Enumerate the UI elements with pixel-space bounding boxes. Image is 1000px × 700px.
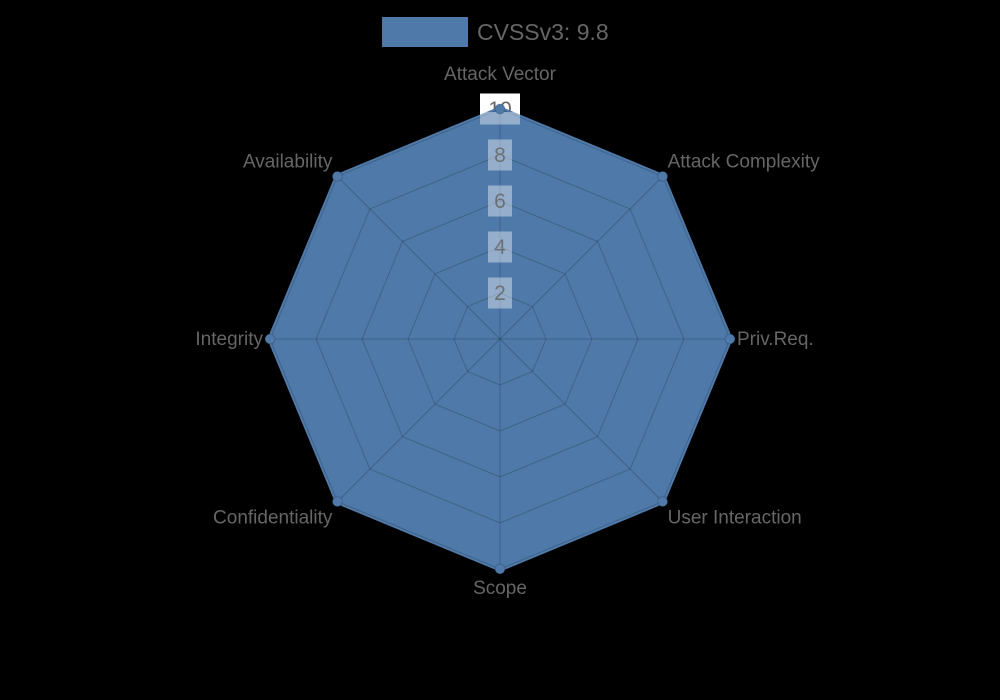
grid-ring-2 xyxy=(453,292,547,386)
tick-backdrop-4 xyxy=(488,231,512,263)
data-point-attack-complexity[interactable] xyxy=(657,170,669,182)
grid-layer xyxy=(269,108,731,570)
tick-label-6: 6 xyxy=(494,190,506,213)
grid-ring-4 xyxy=(407,246,593,432)
tick-backdrop-6 xyxy=(488,185,512,217)
data-point-confidentiality[interactable] xyxy=(331,496,343,508)
data-point-user-interaction[interactable] xyxy=(657,496,669,508)
tick-backdrop-8 xyxy=(488,139,512,171)
tick-label-8: 8 xyxy=(494,144,506,167)
axis-label-layer: Attack Vector Attack Complexity Priv.Req. U… xyxy=(195,64,820,599)
grid-ring-8 xyxy=(315,154,685,524)
axis-label-integrity: Integrity xyxy=(195,329,263,350)
grid-spoke-5 xyxy=(337,338,501,502)
axis-label-availability: Availability xyxy=(243,151,333,172)
axis-label-attack-complexity: Attack Complexity xyxy=(668,151,821,172)
tick-backdrop-overlay-10 xyxy=(480,112,520,125)
axis-label-attack-vector: Attack Vector xyxy=(444,64,557,85)
tick-backdrop-2 xyxy=(488,277,512,309)
axis-label-scope: Scope xyxy=(473,578,527,599)
grid-spoke-3 xyxy=(499,338,663,502)
legend: CVSSv3: 9.8 xyxy=(382,17,609,47)
data-point-integrity[interactable] xyxy=(264,333,276,345)
tick-layer: 2 4 6 8 xyxy=(488,139,512,309)
point-layer xyxy=(264,103,736,575)
grid-spoke-1 xyxy=(499,176,663,340)
legend-swatch[interactable] xyxy=(382,17,468,47)
data-point-attack-vector[interactable] xyxy=(494,103,506,115)
data-point-priv-req[interactable] xyxy=(724,333,736,345)
axis-label-user-interaction: User Interaction xyxy=(668,508,802,529)
grid-spoke-7 xyxy=(337,176,501,340)
tick-label-4: 4 xyxy=(494,236,506,259)
data-point-availability[interactable] xyxy=(331,170,343,182)
tick-label-2: 2 xyxy=(494,282,506,305)
axis-label-confidentiality: Confidentiality xyxy=(213,508,333,529)
axis-label-priv-req: Priv.Req. xyxy=(737,329,814,350)
data-point-scope[interactable] xyxy=(494,563,506,575)
grid-ring-6 xyxy=(361,200,639,478)
legend-label[interactable]: CVSSv3: 9.8 xyxy=(477,19,609,45)
